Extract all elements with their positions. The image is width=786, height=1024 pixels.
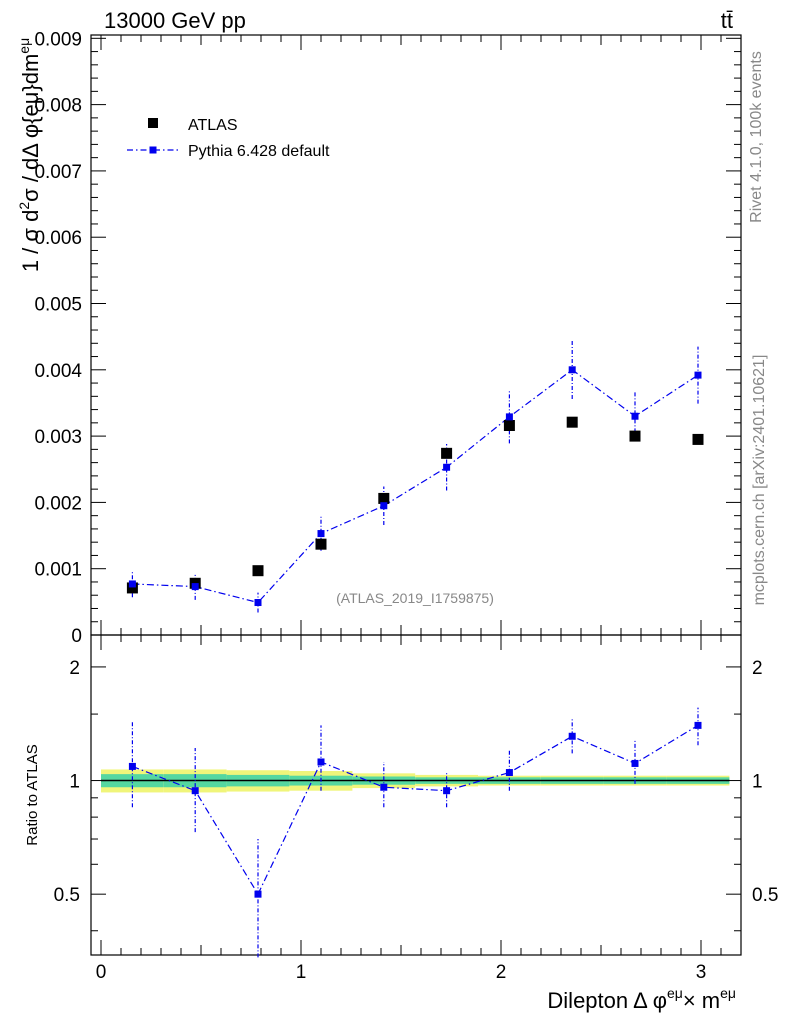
pythia-data-point: [568, 366, 576, 374]
main-ytick-label: 0.001: [34, 560, 82, 581]
main-ytick-label: 0.005: [34, 295, 82, 316]
analysis-watermark: (ATLAS_2019_I1759875): [336, 590, 494, 606]
ratio-frame: [90, 634, 742, 956]
ratio-data-point: [191, 787, 199, 795]
pythia-data-point: [317, 530, 325, 538]
process-label: tt̄: [721, 8, 733, 33]
main-ytick-label: 0.004: [34, 361, 82, 382]
ratio-data-point: [443, 787, 451, 795]
pythia-data-point: [380, 502, 388, 510]
main-ylabel: 1 / σ d2σ / dΔ φ{eμ}dmeμ: [16, 38, 43, 272]
ratio-data-point: [505, 769, 513, 777]
main-ytick-label: 0.006: [34, 228, 82, 249]
atlas-data-point: [692, 433, 704, 445]
ratio-data-point: [568, 732, 576, 740]
legend-pythia-label: Pythia 6.428 default: [188, 143, 330, 160]
main-ytick-label: 0.003: [34, 427, 82, 448]
pythia-data-point: [128, 580, 136, 588]
xtick-label: 3: [696, 962, 707, 983]
atlas-data-point: [315, 538, 327, 550]
pythia-data-point: [505, 413, 513, 421]
ratio-ytick-label-right: 1: [752, 772, 763, 793]
main-ytick-label: 0.009: [34, 29, 82, 50]
legend-atlas-label: ATLAS: [188, 117, 238, 134]
xtick-label: 2: [496, 962, 507, 983]
legend-pythia-marker: [149, 146, 157, 154]
atlas-data-point: [441, 447, 453, 459]
ratio-data-point: [254, 890, 262, 898]
ratio-ylabel: Ratio to ATLAS: [24, 744, 41, 845]
main-ytick-label: 0.008: [34, 96, 82, 117]
ratio-data-point: [128, 762, 136, 770]
xtick-label: 0: [96, 962, 107, 983]
main-plot-panel: 0 0.001 0.002 0.003 0.004 0.005 0.006 0.007 0.00…: [34, 29, 742, 647]
ratio-ytick-label-right: 0.5: [752, 885, 778, 906]
atlas-data-point: [629, 430, 641, 442]
ratio-ytick-label: 1: [69, 772, 80, 793]
xtick-label: 1: [296, 962, 307, 983]
main-ytick-label: 0.002: [34, 493, 82, 514]
ratio-data-point: [317, 758, 325, 766]
ratio-plot-panel: 0.5 0.5 1 1 2 2 0 1 2 3: [54, 634, 778, 983]
ratio-ytick-label: 0.5: [54, 885, 80, 906]
pythia-data-point: [191, 583, 199, 591]
legend: ATLAS Pythia 6.428 default: [127, 117, 330, 160]
legend-atlas-marker: [148, 118, 158, 128]
pythia-data-point: [694, 371, 702, 379]
atlas-data-point: [126, 582, 138, 594]
ratio-data-point: [631, 759, 639, 767]
ratio-ytick-label-right: 2: [752, 658, 763, 679]
pythia-data-point: [443, 463, 451, 471]
energy-label: 13000 GeV pp: [104, 8, 246, 33]
ratio-data-point: [380, 783, 388, 791]
atlas-data-point: [252, 565, 264, 577]
rivet-label: Rivet 4.1.0, 100k events: [748, 51, 765, 223]
atlas-data-point: [378, 492, 390, 504]
ratio-ytick-label: 2: [69, 658, 80, 679]
pythia-series-line: [132, 369, 699, 604]
pythia-data-point: [631, 412, 639, 420]
atlas-data-point: [503, 419, 515, 431]
main-ytick-label: 0.007: [34, 162, 82, 183]
atlas-data-point: [566, 416, 578, 428]
mcplots-label: mcplots.cern.ch [arXiv:2401.10621]: [751, 355, 768, 606]
ratio-data-point: [694, 721, 702, 729]
pythia-data-point: [254, 599, 262, 607]
main-ytick-label: 0: [71, 626, 82, 647]
xlabel: Dilepton Δ φeμ× meμ: [547, 985, 736, 1013]
ratio-series-line: [132, 724, 699, 896]
